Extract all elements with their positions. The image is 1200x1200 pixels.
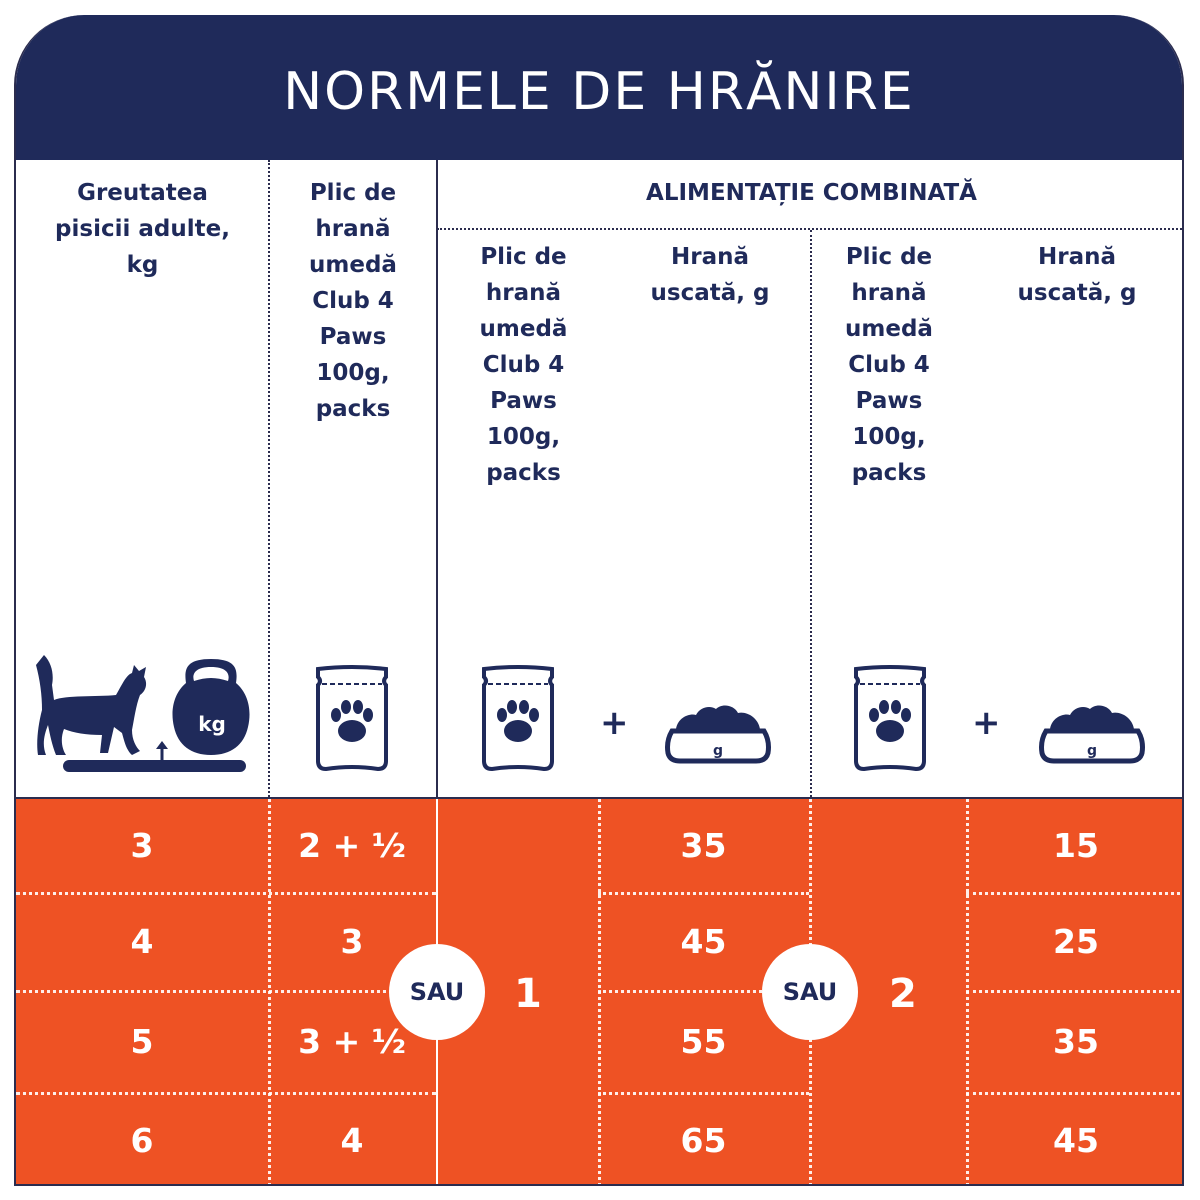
- pouch-with-paw-icon: [482, 665, 554, 772]
- column-header-combo2-dry: Hrană uscată, g: [968, 239, 1182, 311]
- header-line: packs: [486, 460, 561, 486]
- cell-combo2-dry: 15: [1053, 826, 1099, 865]
- divider: [966, 1092, 1182, 1095]
- header-line: Plic de: [309, 180, 397, 206]
- header-line: Plic de: [845, 244, 933, 270]
- cell-weight: 4: [130, 921, 154, 961]
- column-header-wet-pack: Plic de hrană umedă Club 4 Paws 100g, pa…: [269, 175, 437, 427]
- header-line: pisicii adulte,: [55, 216, 230, 242]
- cell-combo1-dry: 45: [680, 921, 727, 961]
- cell-weight: 3: [130, 826, 154, 865]
- column-header-combined: ALIMENTAȚIE COMBINATĂ: [646, 180, 977, 206]
- cell-wet: 3 + ½: [298, 1021, 406, 1061]
- column-header-combo1-dry: Hrană uscată, g: [610, 239, 810, 311]
- divider: [437, 228, 1182, 230]
- divider: [966, 892, 1182, 895]
- cell-combo1-dry: 55: [680, 1021, 727, 1061]
- header-line: Greutatea: [77, 180, 208, 206]
- header-line: packs: [315, 396, 391, 422]
- svg-text:g: g: [713, 743, 723, 759]
- cell-weight: 6: [130, 1120, 154, 1160]
- divider: [810, 230, 812, 797]
- column-header-combo2-wet: Plic de hrană umedă Club 4 Paws 100g, pa…: [810, 239, 968, 491]
- food-bowl-g-icon: g: [1039, 705, 1145, 764]
- data-area: 3 2 + ½ 35 15 4 3 45 25 5 3 + ½ 55 35 6 …: [16, 797, 1182, 1184]
- header-line: umedă: [309, 252, 397, 278]
- cell-combo2-dry: 35: [1053, 1021, 1099, 1061]
- header-line: umedă: [479, 316, 568, 342]
- title-banner: NORMELE DE HRĂNIRE: [16, 15, 1182, 160]
- cell-weight: 5: [130, 1021, 154, 1061]
- cell-wet: 4: [340, 1120, 364, 1160]
- header-line: 100g,: [316, 360, 390, 386]
- header-line: uscată, g: [650, 280, 770, 306]
- plus-icon: +: [972, 703, 1001, 743]
- or-separator-badge: SAU: [762, 944, 858, 1040]
- combo2-wet-value: 2: [889, 971, 917, 1017]
- cell-combo1-dry: 65: [680, 1120, 727, 1160]
- header-line: Paws: [319, 324, 387, 350]
- header-line: Hrană: [670, 244, 749, 270]
- divider: [268, 160, 270, 797]
- header-line: hrană: [485, 280, 562, 306]
- header-line: 100g,: [486, 424, 561, 450]
- header-line: umedă: [845, 316, 933, 342]
- header-line: Club 4: [482, 352, 565, 378]
- column-header-weight: Greutatea pisicii adulte, kg: [16, 175, 269, 283]
- pouch-with-paw-icon: [854, 665, 926, 772]
- header-line: Paws: [855, 388, 923, 414]
- or-separator-badge: SAU: [389, 944, 485, 1040]
- cell-wet: 3: [340, 921, 364, 961]
- divider: [16, 990, 436, 993]
- plus-icon: +: [600, 703, 629, 743]
- combo1-wet-value: 1: [514, 971, 542, 1017]
- svg-text:kg: kg: [198, 712, 226, 736]
- pouch-with-paw-icon: [316, 665, 388, 772]
- header-line: uscată, g: [1017, 280, 1137, 306]
- cell-combo1-dry: 35: [680, 826, 727, 865]
- food-bowl-g-icon: g: [665, 705, 771, 764]
- header-line: Paws: [490, 388, 557, 414]
- header-line: Club 4: [848, 352, 930, 378]
- cell-combo2-dry: 25: [1053, 921, 1099, 961]
- page-title: NORMELE DE HRĂNIRE: [283, 61, 915, 122]
- divider: [16, 892, 436, 895]
- cell-wet: 2 + ½: [298, 826, 406, 865]
- divider: [436, 160, 438, 797]
- divider: [598, 892, 809, 895]
- divider: [598, 990, 809, 993]
- header-line: Plic de: [480, 244, 567, 270]
- feeding-table-card: NORMELE DE HRĂNIRE Greutatea pisicii adu…: [14, 15, 1184, 1186]
- header-line: Club 4: [312, 288, 394, 314]
- cat-and-kettlebell-scale-icon: kg: [36, 655, 250, 772]
- divider: [966, 990, 1182, 993]
- divider: [598, 1092, 809, 1095]
- header-line: Hrană: [1037, 244, 1116, 270]
- header-line: packs: [851, 460, 927, 486]
- header-line: hrană: [851, 280, 927, 306]
- divider: [16, 1092, 436, 1095]
- header-line: hrană: [315, 216, 391, 242]
- header-line: 100g,: [852, 424, 926, 450]
- header-line: kg: [126, 252, 159, 278]
- svg-text:g: g: [1087, 743, 1097, 759]
- column-header-combo1-wet: Plic de hrană umedă Club 4 Paws 100g, pa…: [437, 239, 610, 491]
- cell-combo2-dry: 45: [1053, 1120, 1099, 1160]
